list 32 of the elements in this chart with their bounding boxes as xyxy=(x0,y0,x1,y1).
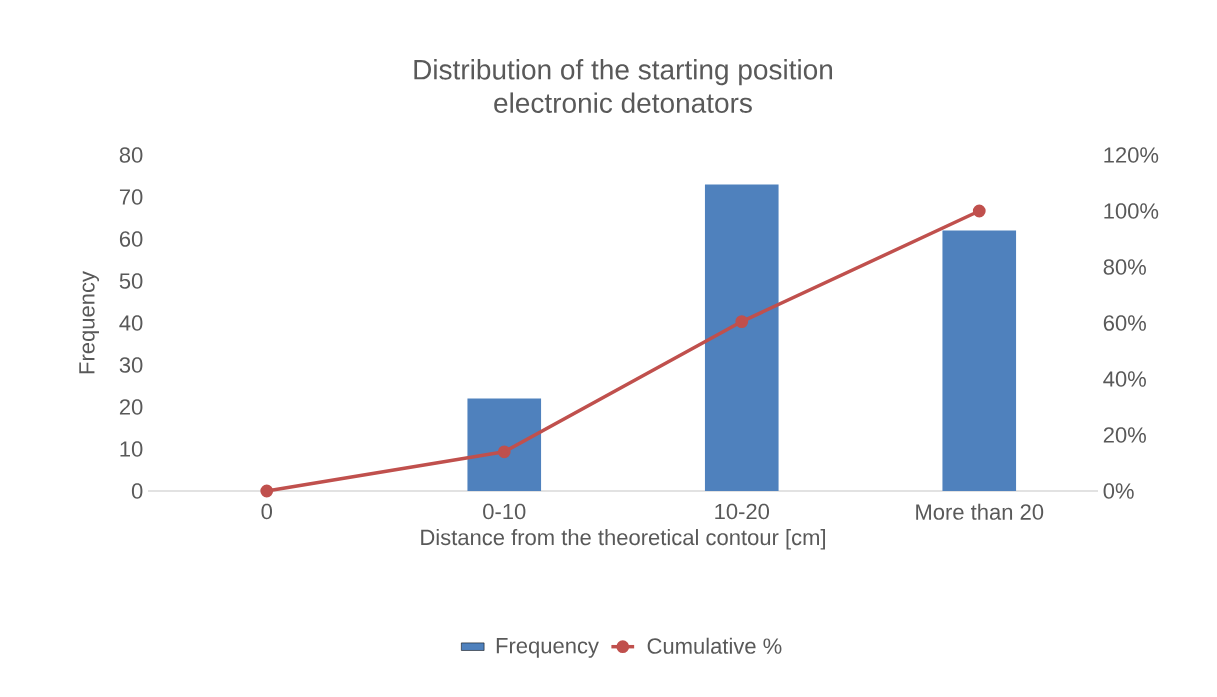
y-tick-label: 80 xyxy=(119,147,143,163)
x-tick-label: 10-20 xyxy=(715,503,770,520)
y-tick-label: 40 xyxy=(119,315,143,331)
x-axis-title: Distance from the theoretical contour [cm] xyxy=(421,529,825,550)
y-tick-label: 20 xyxy=(119,399,143,415)
y2-tick-label: 80% xyxy=(1103,259,1146,275)
y2-tick-label: 120% xyxy=(1104,147,1159,163)
y2-tick-label: 100% xyxy=(1104,203,1159,219)
point xyxy=(735,315,749,329)
point xyxy=(497,445,511,459)
y2-tick-label: 60% xyxy=(1103,315,1146,331)
x-tick-label: More than 20 xyxy=(916,503,1044,520)
y2-tick-label: 40% xyxy=(1103,371,1146,387)
bar xyxy=(467,398,542,491)
point xyxy=(260,484,274,498)
y-axis-title: Frequency xyxy=(79,271,99,374)
x-tick-label: 0-10 xyxy=(483,503,526,520)
y-tick-label: 50 xyxy=(119,273,143,289)
y-tick-label: 0 xyxy=(131,483,143,499)
legend-label: Cumulative % xyxy=(647,637,782,654)
y-tick-label: 30 xyxy=(119,357,143,373)
x-tick-label: 0 xyxy=(261,503,273,520)
legend-label: Frequency xyxy=(496,638,599,658)
point xyxy=(972,204,986,218)
y-tick-label: 60 xyxy=(119,231,143,247)
y2-tick-label: 20% xyxy=(1103,427,1146,443)
y-tick-label: 10 xyxy=(120,441,143,457)
bar xyxy=(704,184,779,491)
chart-title: Distribution of the starting position electronic detonators xyxy=(414,59,833,113)
y-tick-label: 70 xyxy=(119,189,143,205)
y2-tick-label: 0% xyxy=(1103,483,1134,499)
bar xyxy=(942,230,1017,491)
